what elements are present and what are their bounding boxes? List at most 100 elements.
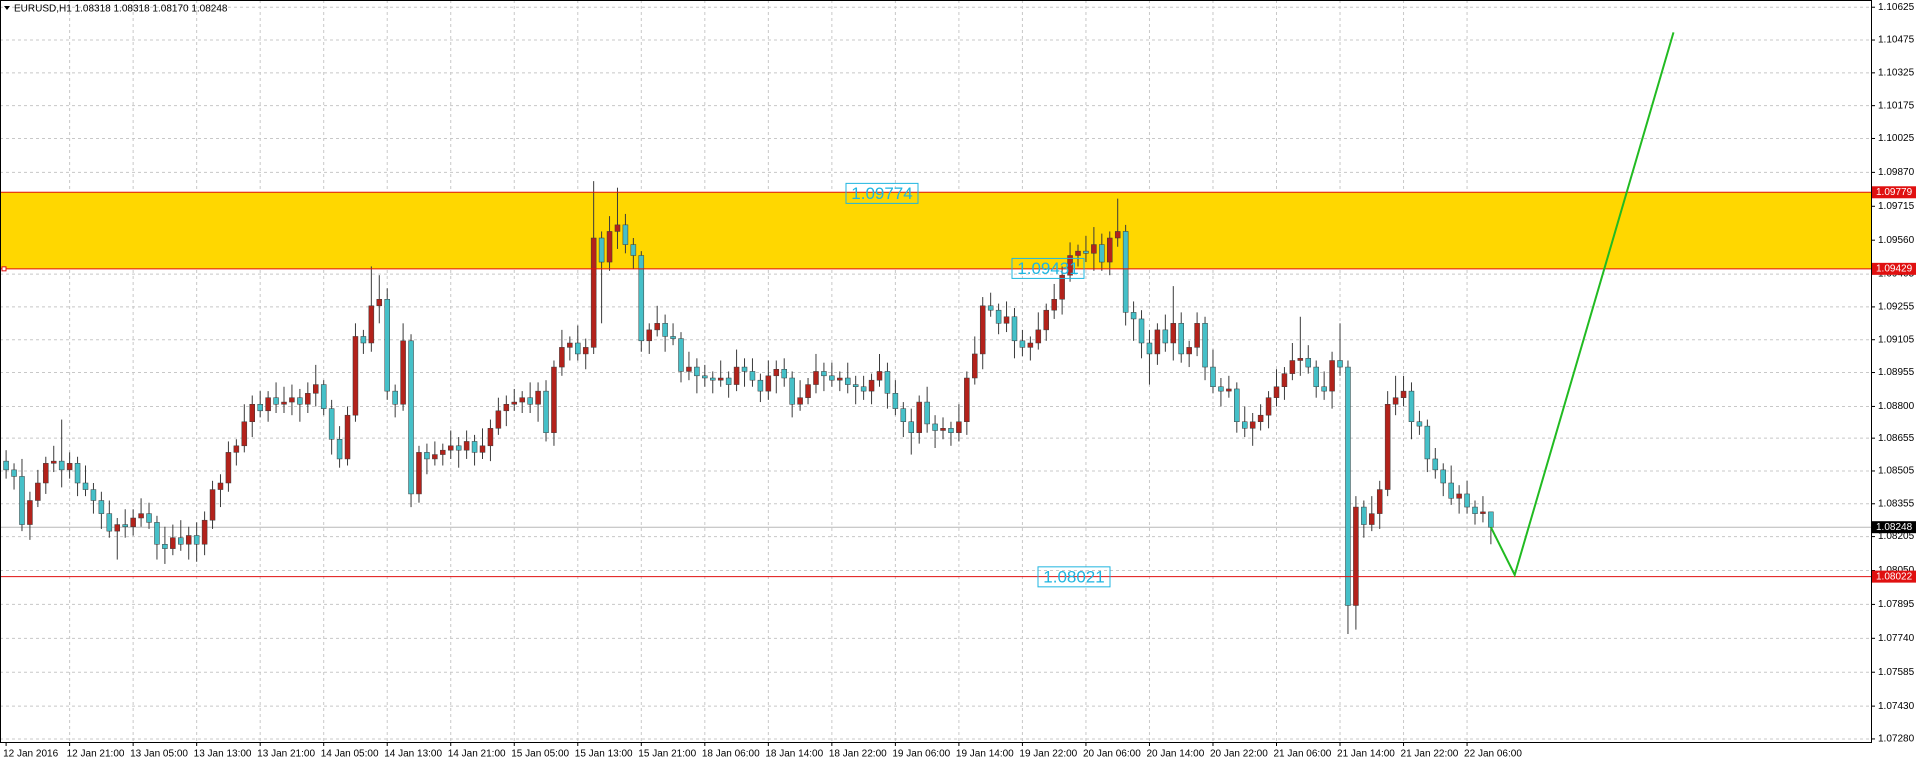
candle-body [1400,390,1407,398]
candle-body [860,386,867,392]
candle-body [511,401,518,405]
candle-body [138,513,144,519]
annotation-box [845,182,919,204]
x-tick-label: 18 Jan 06:00 [702,749,760,760]
candle-body [725,377,732,385]
candle-body [58,460,65,471]
candle-body [1305,358,1312,368]
candle-body [1297,358,1304,361]
candle-body [1107,237,1113,263]
x-tick-label: 18 Jan 14:00 [765,749,823,760]
candle-body [1130,312,1137,320]
candle-body [305,393,311,405]
y-tick-label: 1.08355 [1878,498,1915,509]
candle-body [432,454,438,460]
candle-body [392,390,398,405]
candle-body [1170,323,1177,344]
candle-body [630,244,637,256]
candle-body [1424,425,1431,460]
candle-body [257,404,263,412]
candle-body [1202,323,1208,368]
candle-body [765,375,772,392]
y-tick-label: 1.09255 [1878,302,1915,313]
candle-body [1178,323,1184,355]
y-tick-label: 1.09715 [1878,201,1915,212]
candle-body [11,469,17,477]
candle-body [956,421,962,433]
x-tick-label: 12 Jan 2016 [3,749,58,760]
annotation: 1.09774 [851,184,912,203]
anchor [1,266,7,272]
candle-body [289,397,295,403]
candle-body [789,377,795,405]
annotation: 1.09431 [1017,259,1078,278]
candle-body [686,366,692,372]
candle-body [146,513,152,523]
candle-body [519,397,525,403]
candle-body [1408,390,1415,422]
candle-body [479,445,486,453]
y-tick-label: 1.09870 [1878,167,1915,178]
candle-body [1257,414,1264,422]
candle-body [1448,482,1454,499]
x-tick-label: 15 Jan 13:00 [575,749,633,760]
zones [0,192,1871,528]
candle-body [1043,309,1049,331]
candle-body [1361,506,1367,525]
x-tick-label: 15 Jan 05:00 [511,749,569,760]
y-tick-label: 1.08655 [1878,433,1915,444]
x-tick-label: 19 Jan 14:00 [956,749,1014,760]
x-tick-label: 22 Jan 06:00 [1464,749,1522,760]
candle-body [1432,458,1439,471]
price-axis: 1.10625 1.10475 1.10325 1.10175 1.10025 1.098… [3,2,1916,760]
plot-frame [0,0,1872,743]
candle-body [1234,388,1240,422]
candle-body [1392,397,1399,405]
candle-body [1376,489,1383,514]
candle-body [1281,373,1288,387]
chart-title: EURUSD,H1 1.08318 1.08318 1.08170 1.0824… [14,4,228,15]
candle-body [352,336,359,416]
x-tick-label: 20 Jan 22:00 [1210,749,1268,760]
candle-body [940,428,946,431]
candle-body [463,441,470,451]
candle-body [598,237,605,263]
candle-body [98,500,105,514]
candle-body [582,347,589,355]
candle-body [964,377,970,422]
price-tag-label: 1.08022 [1876,571,1913,582]
candle-body [837,377,843,381]
candle-body [74,463,81,484]
candle-body [710,377,716,381]
candle-body [495,410,502,429]
price-tag [1872,570,1916,583]
y-tick-label: 1.08205 [1878,531,1915,542]
candle-body [717,377,724,381]
candle-body [575,342,581,355]
candle-body [702,375,708,379]
candle-body [447,445,454,451]
candle-body [805,384,811,398]
candle-body [408,340,414,495]
candle-body [1345,366,1351,606]
candle-body [932,423,938,431]
candle-body [273,397,279,405]
candle-body [440,449,446,455]
candle-body [281,401,287,405]
candle-body [1313,366,1319,387]
candle-body [1210,366,1216,387]
candle-body [1369,513,1375,525]
candle-body [1027,342,1034,348]
candle-body [551,366,557,433]
candle-body [249,404,255,422]
candle-body [829,375,835,381]
candle-body [1194,323,1200,348]
y-tick-label: 1.09560 [1878,235,1915,246]
overlay: 1.09774 1.09431 1.08021 [0,32,1871,588]
candle-body [741,366,748,372]
candle-body [35,482,41,501]
y-tick-label: 1.10025 [1878,133,1915,144]
candle-body [241,421,248,447]
x-tick-label: 13 Jan 13:00 [194,749,252,760]
candle-body [297,397,303,405]
